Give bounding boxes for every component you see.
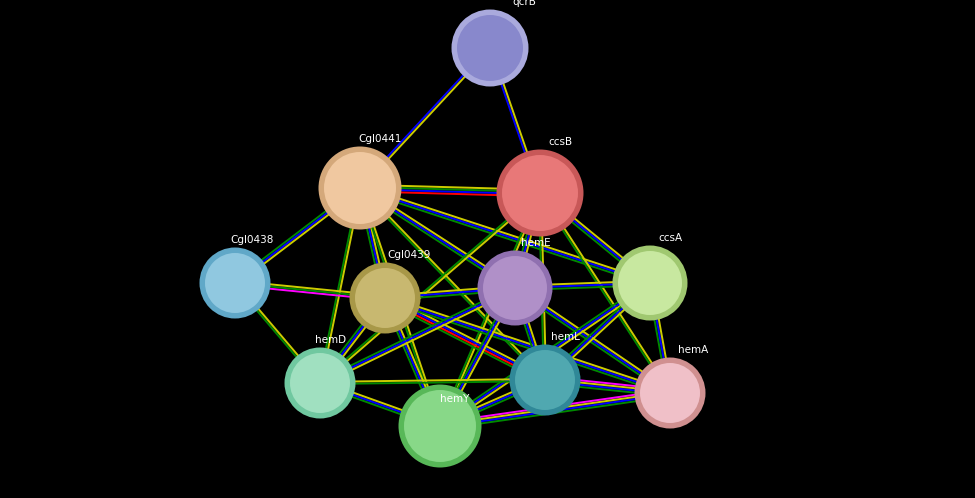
Text: hemD: hemD bbox=[315, 335, 346, 345]
Circle shape bbox=[205, 253, 265, 313]
Circle shape bbox=[399, 384, 482, 468]
Circle shape bbox=[640, 363, 700, 423]
Circle shape bbox=[612, 246, 687, 321]
Text: ccsB: ccsB bbox=[548, 137, 572, 147]
Circle shape bbox=[635, 358, 706, 428]
Circle shape bbox=[618, 251, 682, 315]
Text: hemY: hemY bbox=[440, 394, 469, 404]
Circle shape bbox=[200, 248, 270, 319]
Circle shape bbox=[355, 268, 415, 328]
Circle shape bbox=[324, 152, 396, 224]
Text: ccsA: ccsA bbox=[658, 233, 682, 243]
Circle shape bbox=[457, 15, 523, 81]
Circle shape bbox=[483, 256, 547, 320]
Text: Cgl0439: Cgl0439 bbox=[387, 250, 430, 260]
Circle shape bbox=[515, 350, 575, 410]
Circle shape bbox=[496, 149, 583, 237]
Text: Cgl0441: Cgl0441 bbox=[358, 134, 402, 144]
Circle shape bbox=[404, 390, 476, 462]
Circle shape bbox=[502, 155, 578, 231]
Text: Cgl0438: Cgl0438 bbox=[230, 235, 273, 245]
Circle shape bbox=[451, 9, 528, 87]
Text: hemL: hemL bbox=[551, 332, 580, 342]
Circle shape bbox=[349, 262, 420, 334]
Circle shape bbox=[290, 353, 350, 413]
Text: hemA: hemA bbox=[678, 345, 708, 355]
Circle shape bbox=[285, 348, 356, 418]
Circle shape bbox=[478, 250, 553, 326]
Circle shape bbox=[510, 345, 580, 415]
Circle shape bbox=[319, 146, 402, 230]
Text: hemE: hemE bbox=[521, 238, 551, 248]
Text: qcrB: qcrB bbox=[512, 0, 536, 7]
